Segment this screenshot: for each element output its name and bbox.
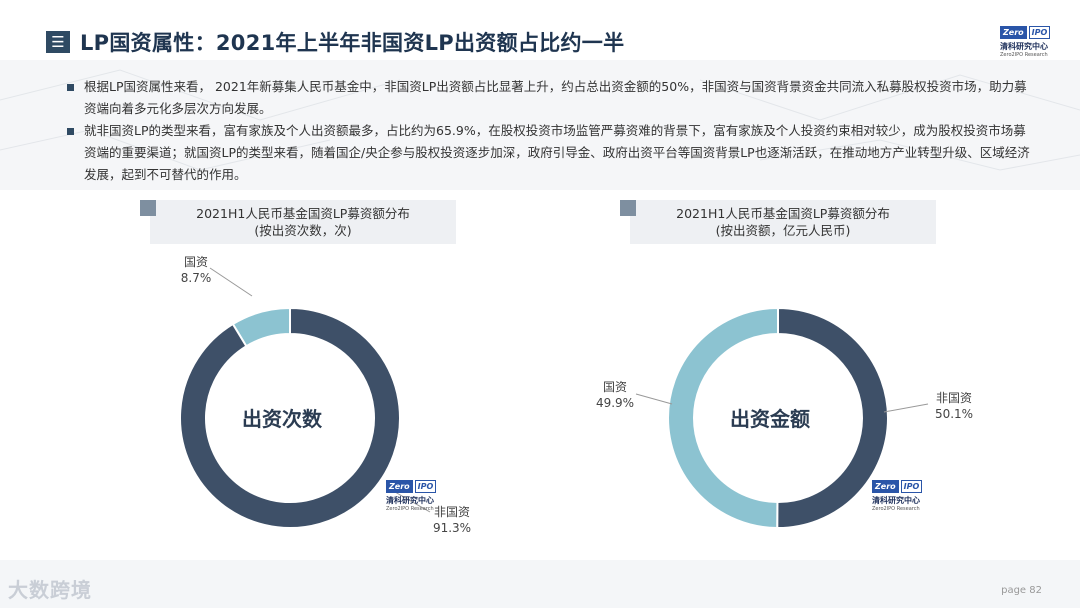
- chart-2-logo-right: IPO: [900, 480, 923, 493]
- logo-en: Zero2IPO Research: [1000, 52, 1048, 58]
- chart-1-subtitle: (按出资次数，次): [254, 223, 352, 238]
- chart-2-leader-1: [635, 393, 673, 405]
- chart-2-logo: Zero IPO 清科研究中心 Zero2IPO Research: [872, 480, 928, 512]
- chart-1-logo: Zero IPO 清科研究中心 Zero2IPO Research: [386, 480, 442, 512]
- bullet-item-1: 根据LP国资属性来看， 2021年新募集人民币基金中，非国资LP出资额占比显著上…: [66, 76, 1036, 120]
- chart-1-slice-1-value: 8.7%: [181, 271, 212, 285]
- background-decoration: [0, 60, 1080, 608]
- chart-1-logo-cn: 清科研究中心: [386, 496, 434, 505]
- chart-2-slice-2-value: 50.1%: [935, 407, 973, 421]
- watermark: 大数跨境: [8, 578, 92, 602]
- chart-2-logo-left: Zero: [872, 480, 899, 493]
- logo-box-right: IPO: [1028, 26, 1051, 39]
- chart-1-logo-left: Zero: [386, 480, 413, 493]
- bullet-item-2: 就非国资LP的类型来看，富有家族及个人出资额最多，占比约为65.9%，在股权投资…: [66, 120, 1036, 186]
- logo-cn: 清科研究中心: [1000, 42, 1048, 51]
- chart-2-title-box: 2021H1人民币基金国资LP募资额分布 (按出资额，亿元人民币): [620, 200, 936, 244]
- chart-2-title: 2021H1人民币基金国资LP募资额分布: [676, 206, 890, 221]
- zero2ipo-logo: Zero IPO 清科研究中心 Zero2IPO Research: [1000, 26, 1056, 58]
- bullet-list: 根据LP国资属性来看， 2021年新募集人民币基金中，非国资LP出资额占比显著上…: [66, 76, 1036, 186]
- chart-1-logo-en: Zero2IPO Research: [386, 506, 434, 512]
- chart-1-logo-right: IPO: [414, 480, 437, 493]
- chart-2-center-label: 出资金额: [730, 407, 810, 431]
- chart-2-slice-2: [776, 306, 889, 529]
- chart-1-slice-2: [179, 306, 401, 529]
- chart-2-slice-1-label: 国资: [603, 380, 627, 394]
- chart-2-logo-en: Zero2IPO Research: [872, 506, 920, 512]
- page-title: LP国资属性：2021年上半年非国资LP出资额占比约一半: [80, 31, 625, 55]
- chart-2-leader-2: [883, 403, 929, 413]
- header: ☰ LP国资属性：2021年上半年非国资LP出资额占比约一半 Zero IPO 清…: [0, 0, 1080, 62]
- chart-1-title-marker: [140, 200, 156, 216]
- chart-1-title: 2021H1人民币基金国资LP募资额分布: [196, 206, 410, 221]
- page-number: page 82: [1001, 585, 1042, 596]
- chart-1-leader-2: [394, 491, 431, 513]
- menu-icon[interactable]: ☰: [46, 31, 70, 53]
- logo-box-left: Zero: [1000, 26, 1027, 39]
- chart-2-title-marker: [620, 200, 636, 216]
- chart-2-slice-1-value: 49.9%: [596, 396, 634, 410]
- chart-2-slice-2-label: 非国资: [936, 391, 972, 405]
- chart-1-title-box: 2021H1人民币基金国资LP募资额分布 (按出资次数，次): [140, 200, 456, 244]
- chart-1-slice-2-value: 91.3%: [433, 521, 471, 535]
- chart-1-slice-2-label: 非国资: [434, 505, 470, 519]
- chart-1-center-label: 出资次数: [242, 407, 323, 431]
- chart-2-slice-1: [666, 306, 779, 530]
- chart-1-leader-1: [209, 267, 253, 297]
- chart-2-subtitle: (按出资额，亿元人民币): [715, 223, 851, 238]
- chart-2-logo-cn: 清科研究中心: [872, 496, 920, 505]
- chart-1-slice-1-label: 国资: [184, 255, 208, 269]
